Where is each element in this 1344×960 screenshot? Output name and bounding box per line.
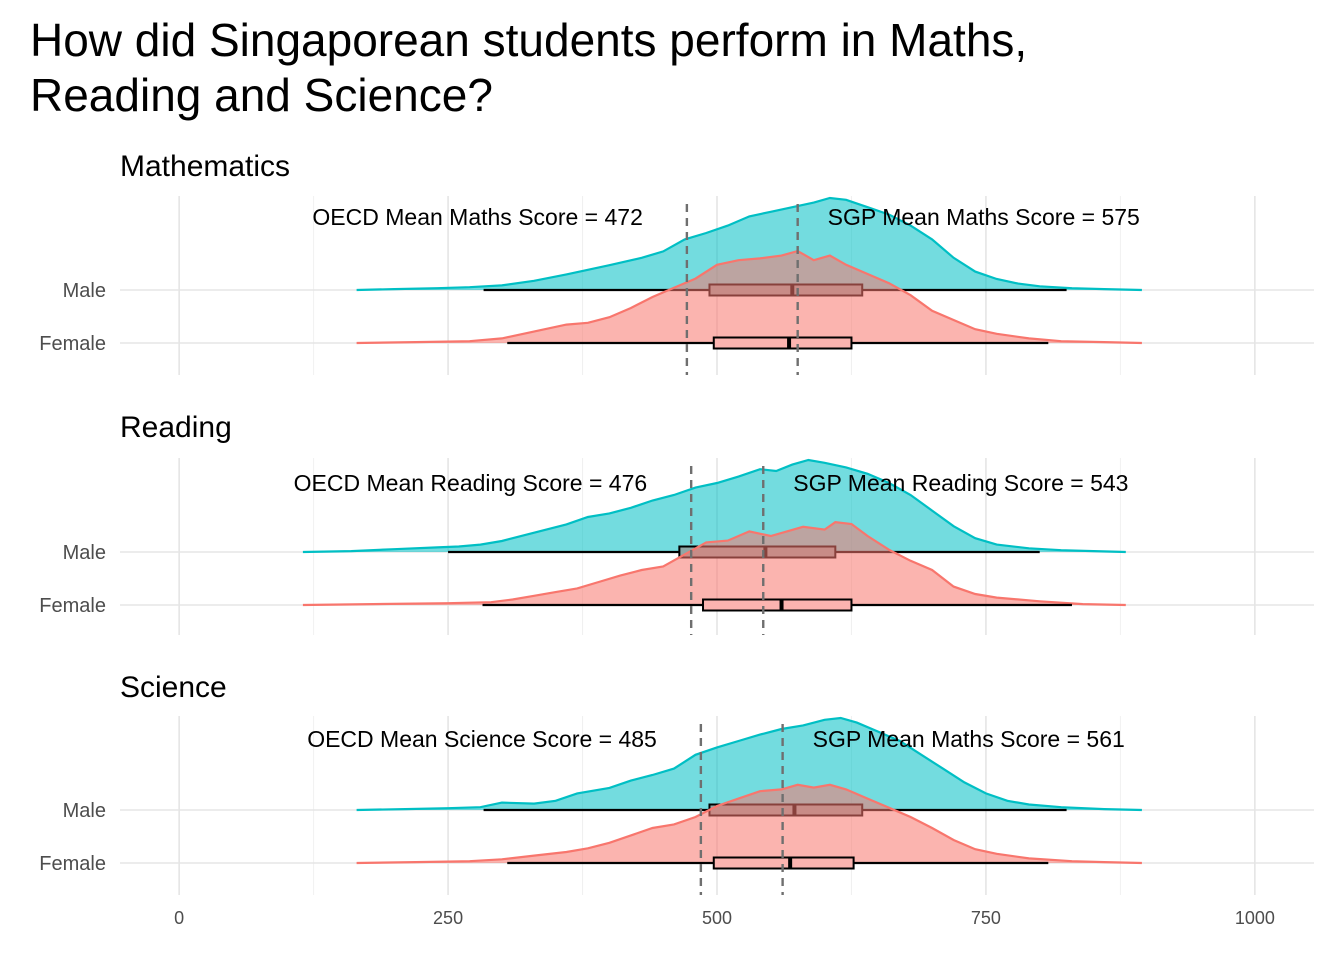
sgp-mean-label: SGP Mean Maths Score = 575 bbox=[828, 204, 1140, 230]
oecd-mean-label: OECD Mean Science Score = 485 bbox=[307, 726, 657, 752]
density-line-male bbox=[356, 196, 1142, 292]
box bbox=[702, 598, 853, 612]
x-tick-label: 1000 bbox=[1235, 908, 1275, 928]
density-line-male bbox=[302, 458, 1126, 554]
density-male bbox=[302, 460, 1126, 552]
x-tick-label: 250 bbox=[433, 908, 463, 928]
boxplot-female bbox=[482, 598, 1072, 612]
oecd-mean-label: OECD Mean Maths Score = 472 bbox=[312, 204, 642, 230]
density-male bbox=[356, 198, 1142, 290]
facet-reading: Reading Male Female OECD Mean Reading Score… bbox=[39, 411, 1314, 635]
x-tick-label: 0 bbox=[174, 908, 184, 928]
box bbox=[712, 336, 853, 350]
y-tick-label: Male bbox=[63, 542, 106, 564]
chart-title-line-1: How did Singaporean students perform in … bbox=[30, 14, 1027, 66]
density-male bbox=[356, 718, 1142, 810]
boxplot-female bbox=[507, 336, 1049, 350]
x-tick-label: 500 bbox=[702, 908, 732, 928]
y-tick-label: Female bbox=[39, 595, 106, 617]
density-line-female bbox=[356, 783, 1142, 865]
sgp-mean-label: SGP Mean Maths Score = 561 bbox=[813, 726, 1125, 752]
facet-mathematics: Mathematics Male Female OECD Mean Maths Sco… bbox=[39, 150, 1314, 375]
x-tick-label: 750 bbox=[971, 908, 1001, 928]
y-tick-label: Female bbox=[39, 853, 106, 875]
y-tick-label: Female bbox=[39, 333, 106, 355]
y-tick-label: Male bbox=[63, 800, 106, 822]
x-axis: 0 250 500 750 1000 bbox=[174, 908, 1275, 928]
facets: Mathematics Male Female OECD Mean Maths Sco… bbox=[39, 150, 1314, 895]
density-female bbox=[356, 784, 1142, 863]
sgp-mean-label: SGP Mean Reading Score = 543 bbox=[793, 470, 1128, 496]
density-line-female bbox=[302, 521, 1126, 607]
facet-title: Science bbox=[120, 671, 227, 704]
facet-title: Mathematics bbox=[120, 150, 290, 183]
density-female bbox=[302, 522, 1126, 605]
density-female bbox=[356, 251, 1142, 343]
facet-title: Reading bbox=[120, 411, 232, 444]
density-line-male bbox=[356, 716, 1142, 812]
oecd-mean-label: OECD Mean Reading Score = 476 bbox=[294, 470, 648, 496]
density-line-female bbox=[356, 249, 1142, 345]
chart-title-line-2: Reading and Science? bbox=[30, 69, 493, 121]
facet-science: Science Male Female OECD Mean Science Score… bbox=[39, 671, 1314, 895]
y-tick-label: Male bbox=[63, 280, 106, 302]
